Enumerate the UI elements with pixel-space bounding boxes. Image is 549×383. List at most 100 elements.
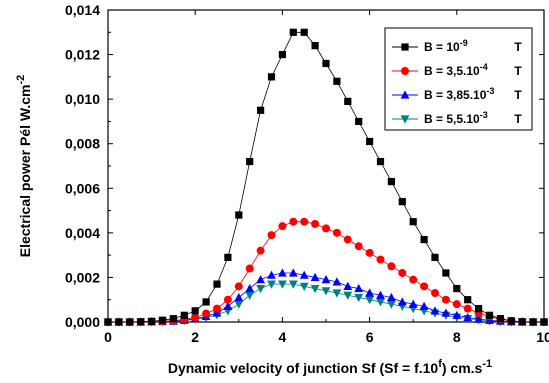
data-point bbox=[376, 255, 385, 264]
data-point bbox=[256, 246, 265, 255]
data-point bbox=[441, 308, 451, 317]
data-point bbox=[235, 211, 243, 219]
x-tick-label: 8 bbox=[453, 329, 461, 345]
data-point bbox=[191, 307, 199, 315]
data-point bbox=[463, 304, 472, 313]
legend-marker bbox=[401, 67, 409, 75]
series-1 bbox=[104, 28, 548, 326]
data-point bbox=[299, 282, 309, 291]
data-point bbox=[387, 300, 396, 309]
data-point bbox=[496, 315, 504, 323]
data-point bbox=[289, 217, 298, 226]
data-point bbox=[223, 301, 233, 310]
data-point bbox=[452, 310, 462, 319]
data-point bbox=[257, 106, 265, 114]
data-point bbox=[223, 295, 232, 304]
data-point bbox=[408, 299, 418, 308]
data-point bbox=[355, 117, 363, 126]
data-point bbox=[234, 282, 243, 291]
data-point bbox=[267, 73, 276, 81]
data-point bbox=[420, 282, 429, 291]
series-layer bbox=[103, 28, 549, 327]
x-tick-label: 2 bbox=[191, 329, 199, 345]
data-point bbox=[321, 275, 331, 284]
data-point bbox=[441, 295, 450, 304]
data-point bbox=[485, 311, 494, 319]
data-point bbox=[137, 318, 145, 326]
legend-label: B = 3,5.10-4 bbox=[424, 62, 488, 78]
legend-unit: T bbox=[514, 88, 522, 102]
data-point bbox=[202, 309, 211, 318]
data-point bbox=[322, 224, 330, 233]
data-point bbox=[507, 317, 515, 325]
data-point bbox=[430, 306, 440, 315]
data-point bbox=[420, 235, 428, 244]
data-point bbox=[289, 28, 297, 36]
data-point bbox=[452, 300, 461, 309]
data-point bbox=[365, 296, 374, 305]
legend-label: B = 3,85.10-3 bbox=[424, 86, 494, 102]
data-point bbox=[365, 248, 374, 257]
data-point bbox=[288, 280, 298, 289]
data-point bbox=[332, 228, 341, 237]
y-tick-label: 0,008 bbox=[65, 136, 100, 152]
data-point bbox=[191, 313, 200, 322]
legend-marker bbox=[400, 90, 410, 99]
y-tick-label: 0,014 bbox=[65, 2, 100, 18]
data-point bbox=[278, 268, 287, 277]
data-point bbox=[311, 42, 319, 50]
data-point bbox=[332, 289, 342, 298]
data-point bbox=[397, 297, 407, 306]
data-point bbox=[245, 291, 255, 300]
data-point bbox=[267, 231, 276, 240]
data-point bbox=[256, 284, 265, 294]
data-point bbox=[322, 59, 330, 68]
data-point bbox=[409, 275, 418, 284]
legend-box bbox=[384, 27, 533, 131]
data-point bbox=[354, 293, 364, 303]
legend-item: B = 3,5.10-4 T bbox=[392, 62, 522, 78]
data-point bbox=[299, 270, 309, 279]
data-point bbox=[148, 317, 156, 325]
data-point bbox=[126, 318, 134, 326]
data-point bbox=[518, 318, 526, 326]
data-point bbox=[278, 280, 287, 289]
data-point bbox=[245, 264, 254, 273]
data-point bbox=[245, 283, 255, 293]
data-point bbox=[344, 97, 352, 105]
legend-item: B = 10-9 T bbox=[392, 38, 522, 54]
data-point bbox=[332, 277, 342, 286]
x-tick-label: 4 bbox=[279, 329, 287, 345]
data-point bbox=[267, 270, 276, 279]
data-point bbox=[343, 281, 353, 290]
legend-label: B = 5,5.10-3 bbox=[424, 110, 488, 126]
data-point bbox=[376, 290, 385, 299]
legend-unit: T bbox=[514, 112, 522, 126]
legend-label: B = 10-9 bbox=[424, 38, 468, 54]
data-point bbox=[529, 318, 537, 326]
y-tick-label: 0,012 bbox=[65, 47, 100, 63]
data-point bbox=[475, 305, 483, 313]
y-tick-label: 0,010 bbox=[65, 91, 100, 107]
legend: B = 10-9 TB = 3,5.10-4 TB = 3,85.10-3 TB = … bbox=[384, 27, 533, 131]
data-point bbox=[398, 198, 406, 206]
data-point bbox=[234, 300, 244, 309]
legend-item: B = 3,85.10-3 T bbox=[392, 86, 522, 102]
legend-item: B = 5,5.10-3 T bbox=[392, 110, 522, 126]
data-point bbox=[387, 262, 396, 271]
data-point bbox=[343, 235, 352, 244]
data-point bbox=[343, 291, 353, 300]
data-point bbox=[453, 284, 461, 293]
x-tick-label: 0 bbox=[104, 329, 112, 345]
data-point bbox=[310, 272, 320, 282]
data-point bbox=[354, 242, 363, 251]
x-axis-title: Dynamic velocity of junction Sf (Sf = f.… bbox=[168, 358, 492, 376]
legend-marker bbox=[401, 43, 409, 51]
data-point bbox=[463, 312, 473, 322]
data-point bbox=[115, 318, 123, 326]
y-axis-title: Electrical power Pél W.cm-2 bbox=[15, 75, 33, 258]
data-point bbox=[213, 280, 221, 288]
data-point bbox=[333, 77, 341, 85]
data-point bbox=[267, 280, 276, 289]
data-point bbox=[366, 137, 374, 146]
